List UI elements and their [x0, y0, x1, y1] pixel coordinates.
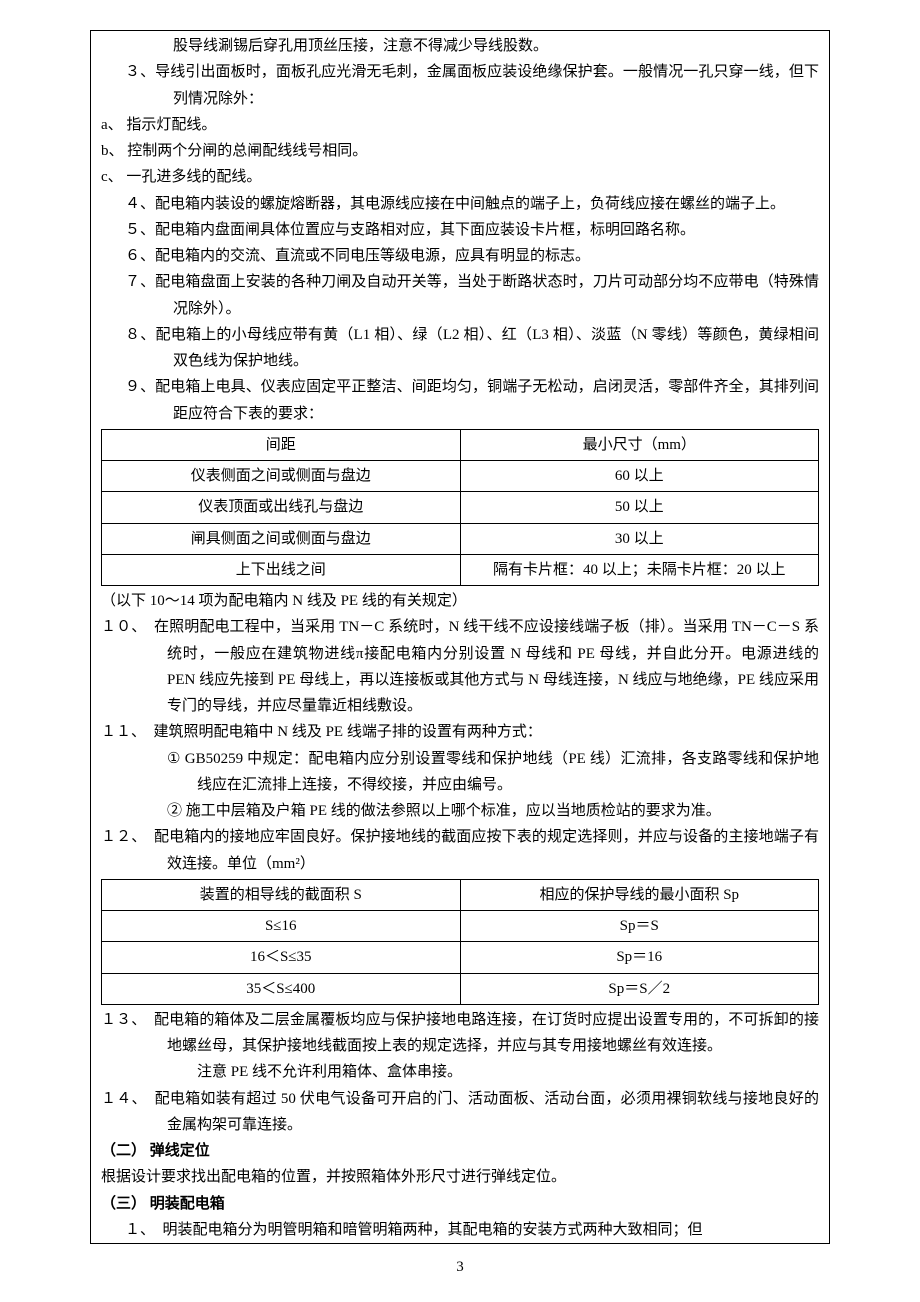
table-header-cell: 间距 [102, 429, 461, 460]
table-cell: 35＜S≤400 [102, 973, 461, 1004]
item-5: ５、配电箱内盘面闸具体位置应与支路相对应，其下面应装设卡片框，标明回路名称。 [101, 217, 819, 243]
table-cell: 隔有卡片框：40 以上；未隔卡片框：20 以上 [460, 554, 819, 585]
page-number: 3 [90, 1254, 830, 1280]
item-3: ３、导线引出面板时，面板孔应光滑无毛刺，金属面板应装设绝缘保护套。一般情况一孔只… [101, 59, 819, 112]
table-cell: 闸具侧面之间或侧面与盘边 [102, 523, 461, 554]
table-cell: 60 以上 [460, 461, 819, 492]
table-row: 上下出线之间 隔有卡片框：40 以上；未隔卡片框：20 以上 [102, 554, 819, 585]
section-2-heading: （二） 弹线定位 [101, 1138, 819, 1164]
item-11-2: ② 施工中层箱及户箱 PE 线的做法参照以上哪个标准，应以当地质检站的要求为准。 [101, 798, 819, 824]
item-14: １４、 配电箱如装有超过 50 伏电气设备可开启的门、活动面板、活动台面，必须用… [101, 1086, 819, 1139]
item-6: ６、配电箱内的交流、直流或不同电压等级电源，应具有明显的标志。 [101, 243, 819, 269]
table-row: 仪表侧面之间或侧面与盘边 60 以上 [102, 461, 819, 492]
table-row: 16＜S≤35 Sp＝16 [102, 942, 819, 973]
continuation-line: 股导线涮锡后穿孔用顶丝压接，注意不得减少导线股数。 [101, 33, 819, 59]
item-4: ４、配电箱内装设的螺旋熔断器，其电源线应接在中间触点的端子上，负荷线应接在螺丝的… [101, 191, 819, 217]
table-row: 间距 最小尺寸（mm） [102, 429, 819, 460]
table-row: 闸具侧面之间或侧面与盘边 30 以上 [102, 523, 819, 554]
table-cell: 仪表侧面之间或侧面与盘边 [102, 461, 461, 492]
item-11-1: ① GB50259 中规定：配电箱内应分别设置零线和保护地线（PE 线）汇流排，… [101, 746, 819, 799]
table-row: S≤16 Sp＝S [102, 911, 819, 942]
spacing-table: 间距 最小尺寸（mm） 仪表侧面之间或侧面与盘边 60 以上 仪表顶面或出线孔与… [101, 429, 819, 586]
table-cell: Sp＝S [460, 911, 819, 942]
item-9: ９、配电箱上电具、仪表应固定平正整洁、间距均匀，铜端子无松动，启闭灵活，零部件齐… [101, 374, 819, 427]
item-7: ７、配电箱盘面上安装的各种刀闸及自动开关等，当处于断路状态时，刀片可动部分均不应… [101, 269, 819, 322]
table-cell: 仪表顶面或出线孔与盘边 [102, 492, 461, 523]
table-cell: 上下出线之间 [102, 554, 461, 585]
section-3-item-1: １、 明装配电箱分为明管明箱和暗管明箱两种，其配电箱的安装方式两种大致相同；但 [101, 1217, 819, 1243]
table-cell: 30 以上 [460, 523, 819, 554]
item-13: １３、 配电箱的箱体及二层金属覆板均应与保护接地电路连接，在订货时应提出设置专用… [101, 1007, 819, 1060]
table-row: 35＜S≤400 Sp＝S／2 [102, 973, 819, 1004]
item-12: １２、 配电箱内的接地应牢固良好。保护接地线的截面应按下表的规定选择则，并应与设… [101, 824, 819, 877]
content-frame: 股导线涮锡后穿孔用顶丝压接，注意不得减少导线股数。 ３、导线引出面板时，面板孔应… [90, 30, 830, 1244]
table-row: 装置的相导线的截面积 S 相应的保护导线的最小面积 Sp [102, 879, 819, 910]
item-8: ８、配电箱上的小母线应带有黄（L1 相）、绿（L2 相）、红（L3 相）、淡蓝（… [101, 322, 819, 375]
table-cell: 16＜S≤35 [102, 942, 461, 973]
item-3b: b、 控制两个分闸的总闸配线线号相同。 [101, 138, 819, 164]
item-3a: a、 指示灯配线。 [101, 112, 819, 138]
table-header-cell: 装置的相导线的截面积 S [102, 879, 461, 910]
table-header-cell: 相应的保护导线的最小面积 Sp [460, 879, 819, 910]
table-cell: S≤16 [102, 911, 461, 942]
table-cell: Sp＝16 [460, 942, 819, 973]
item-13-note: 注意 PE 线不允许利用箱体、盒体串接。 [101, 1059, 819, 1085]
item-3c: c、 一孔进多线的配线。 [101, 164, 819, 190]
section-3-heading: （三） 明装配电箱 [101, 1191, 819, 1217]
cross-section-table: 装置的相导线的截面积 S 相应的保护导线的最小面积 Sp S≤16 Sp＝S 1… [101, 879, 819, 1005]
item-10: １０、 在照明配电工程中，当采用 TN－C 系统时，N 线干线不应设接线端子板（… [101, 614, 819, 719]
table-cell: Sp＝S／2 [460, 973, 819, 1004]
table-cell: 50 以上 [460, 492, 819, 523]
table-header-cell: 最小尺寸（mm） [460, 429, 819, 460]
subsection-note: （以下 10～14 项为配电箱内 N 线及 PE 线的有关规定） [101, 588, 819, 614]
item-11: １１、 建筑照明配电箱中 N 线及 PE 线端子排的设置有两种方式： [101, 719, 819, 745]
content: 股导线涮锡后穿孔用顶丝压接，注意不得减少导线股数。 ３、导线引出面板时，面板孔应… [91, 33, 829, 1243]
page: 股导线涮锡后穿孔用顶丝压接，注意不得减少导线股数。 ３、导线引出面板时，面板孔应… [0, 0, 920, 1302]
table-row: 仪表顶面或出线孔与盘边 50 以上 [102, 492, 819, 523]
section-2-body: 根据设计要求找出配电箱的位置，并按照箱体外形尺寸进行弹线定位。 [101, 1164, 819, 1190]
